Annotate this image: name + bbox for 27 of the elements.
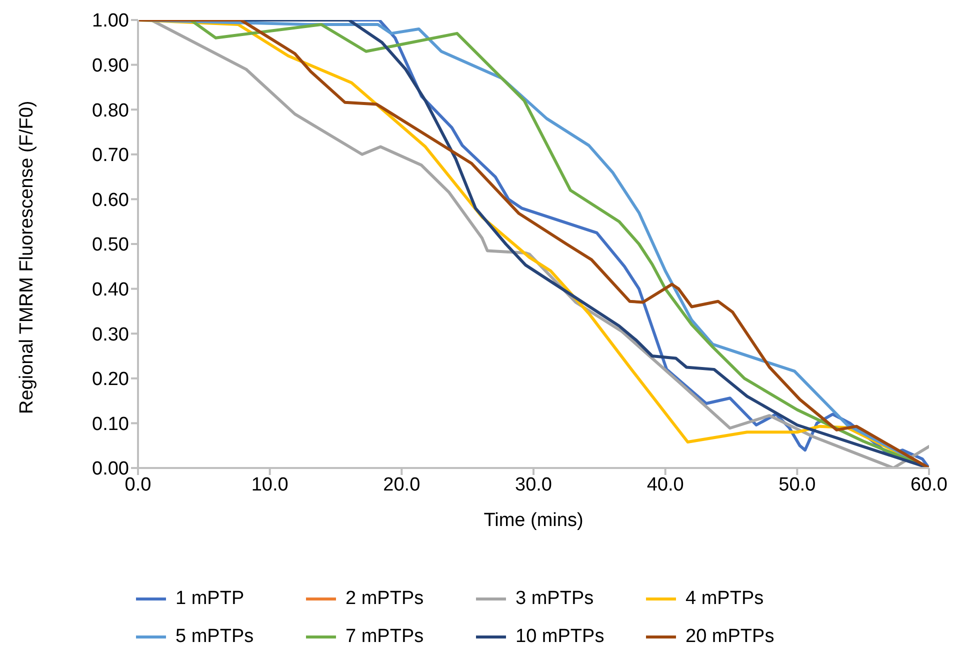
y-tick-label: 0.40 [92, 280, 129, 301]
x-tick-label: 40.0 [646, 474, 684, 496]
x-tick-label: 0.0 [124, 474, 152, 496]
y-tick-label: 0.80 [92, 100, 129, 122]
y-tick-label: 0.10 [92, 414, 129, 435]
y-tick-label: 0.20 [92, 369, 129, 390]
x-tick-label: 30.0 [515, 474, 552, 496]
legend-label: 1 mPTP [176, 588, 244, 610]
legend-label: 20 mPTPs [686, 626, 774, 648]
x-tick-label: 10.0 [251, 474, 288, 496]
legend-label: 4 mPTPs [686, 588, 764, 610]
legend-label: 2 mPTPs [346, 588, 424, 610]
x-tick-label: 20.0 [383, 474, 420, 496]
x-tick-label: 50.0 [778, 474, 816, 496]
y-axis-title: Regional TMRM Fluorescense (F/F0) [16, 100, 38, 414]
legend-label: 3 mPTPs [516, 588, 594, 610]
y-tick-label: 0.30 [92, 324, 129, 346]
y-tick-label: 1.00 [92, 10, 129, 32]
legend-label: 5 mPTPs [176, 626, 254, 648]
y-tick-label: 0.90 [92, 56, 129, 77]
y-tick-label: 0.50 [92, 234, 129, 256]
legend-label: 7 mPTPs [346, 626, 424, 648]
legend-label: 10 mPTPs [516, 626, 604, 648]
y-tick-label: 0.70 [92, 145, 129, 166]
y-tick-label: 0.60 [92, 190, 129, 211]
x-tick-label: 60.0 [910, 474, 948, 496]
x-axis-title: Time (mins) [484, 510, 584, 531]
